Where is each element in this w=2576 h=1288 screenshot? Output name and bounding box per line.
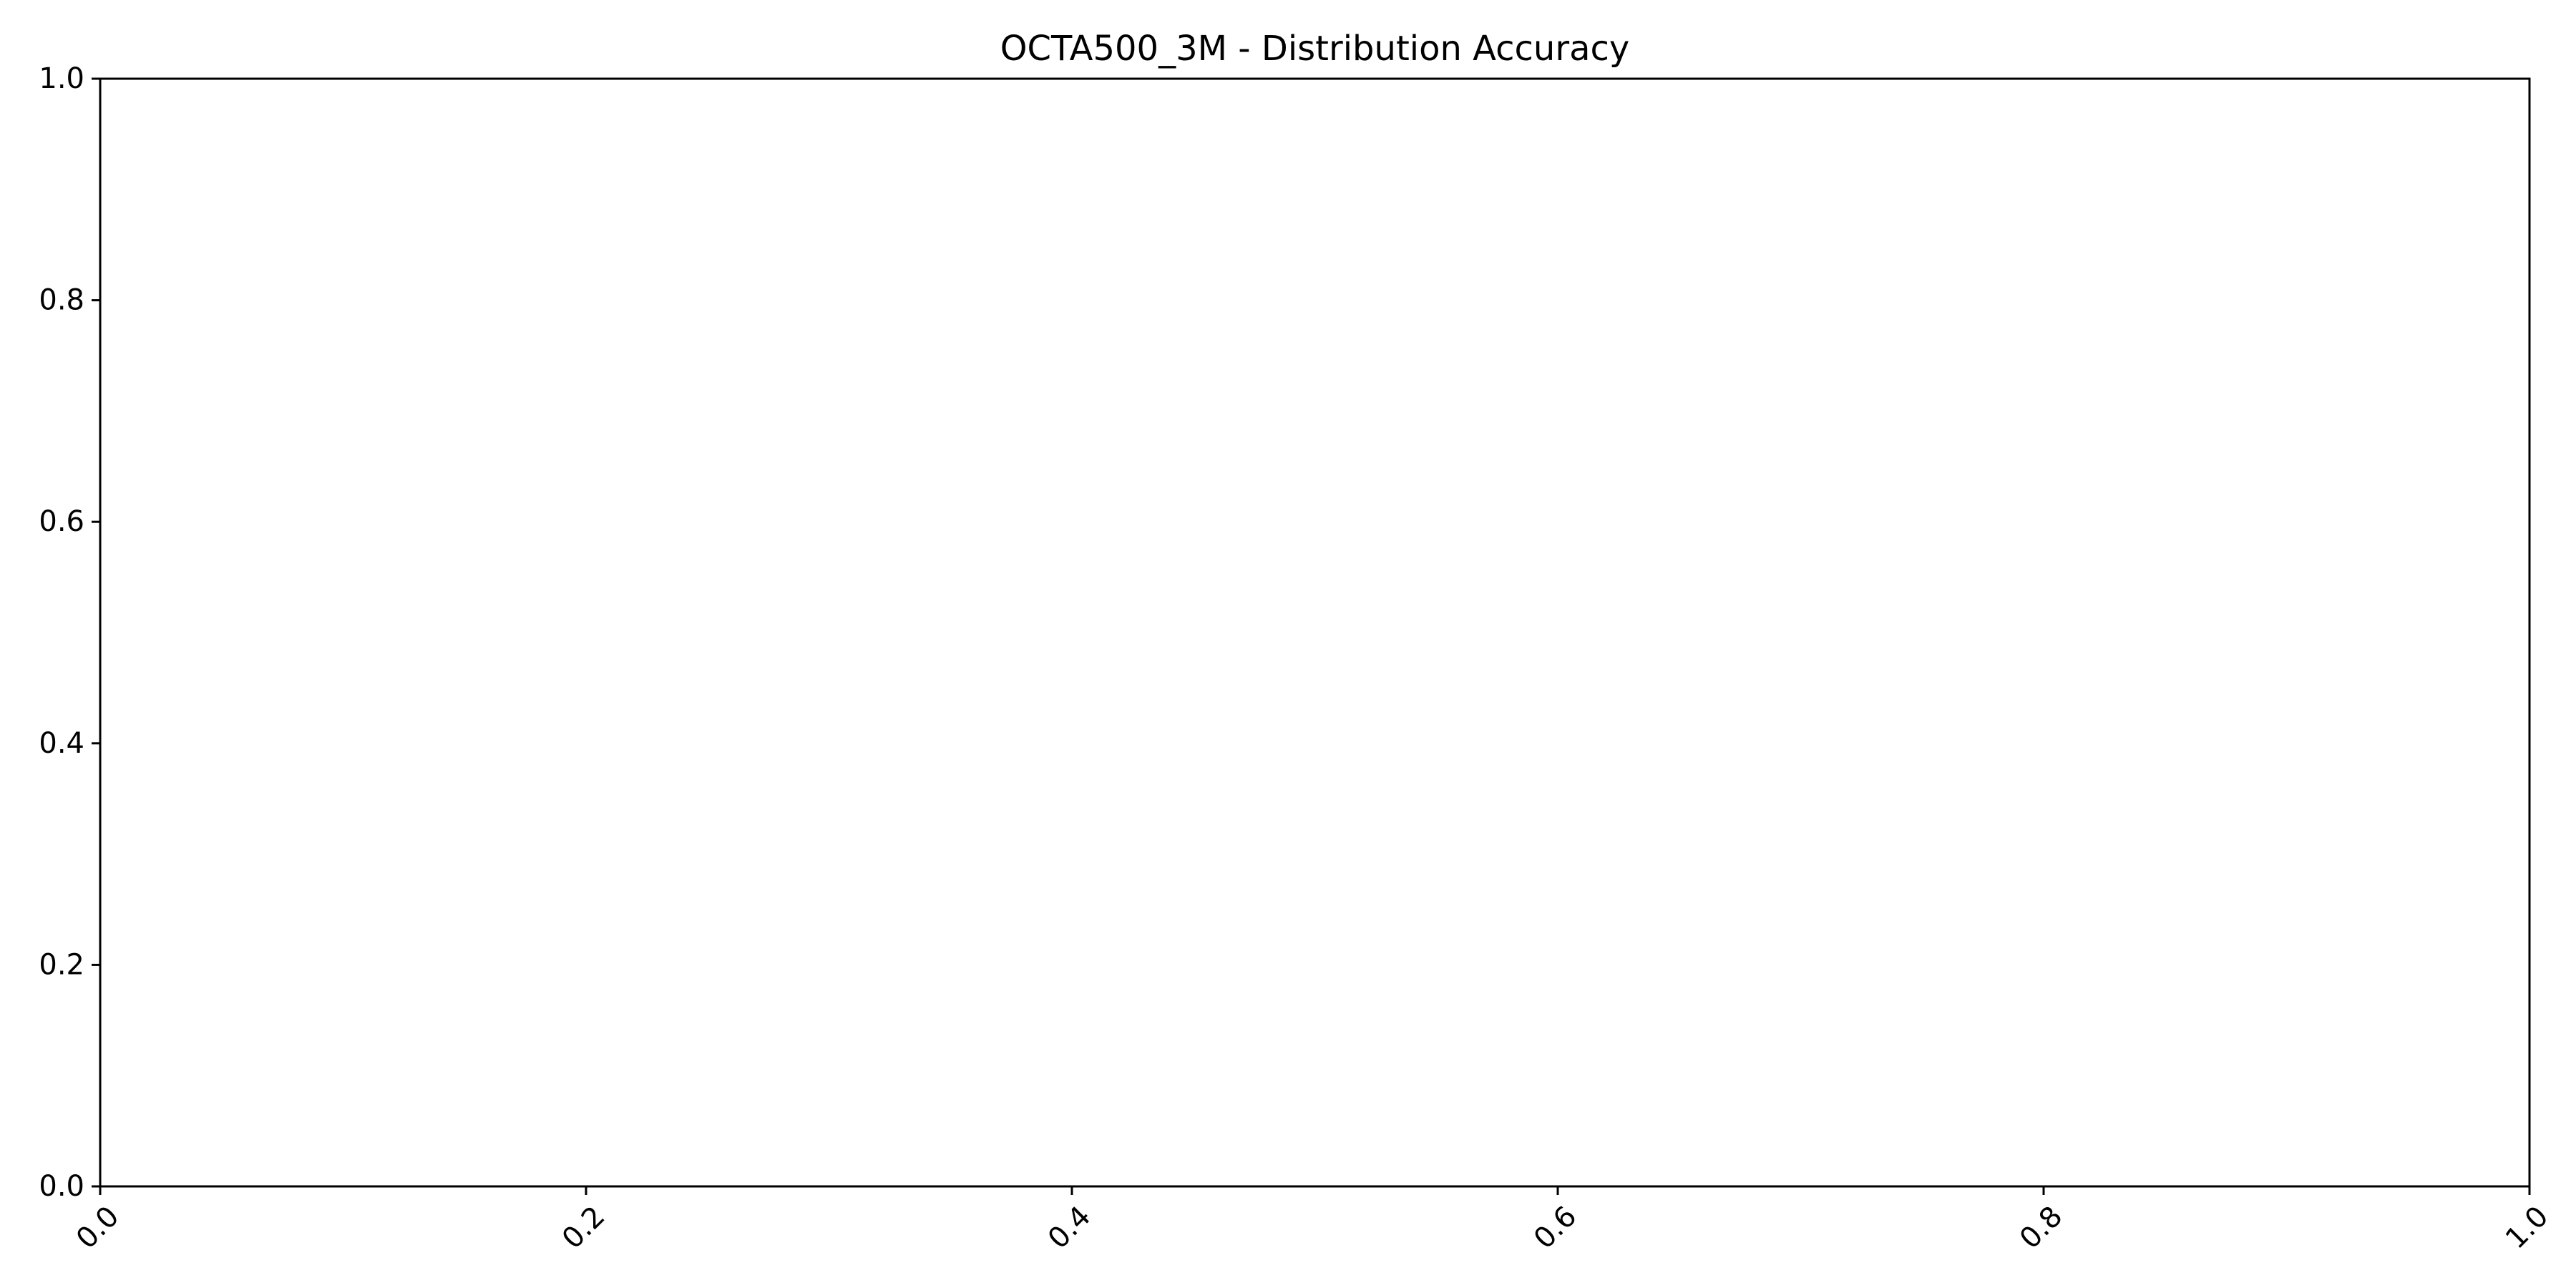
plot-area xyxy=(99,77,2531,1188)
y-tick-label: 0.2 xyxy=(39,948,84,981)
chart-title: OCTA500_3M - Distribution Accuracy xyxy=(1000,29,1630,69)
y-tick-label: 0.6 xyxy=(39,505,84,538)
y-tick-label: 0.4 xyxy=(39,727,84,760)
y-axis: 0.0 0.2 0.4 0.6 0.8 1.0 xyxy=(39,62,100,1203)
y-tick-label: 0.0 xyxy=(39,1170,84,1203)
axes-frame xyxy=(99,77,2531,1188)
y-tick-label: 1.0 xyxy=(39,62,84,95)
y-tick-label: 0.8 xyxy=(39,284,84,317)
